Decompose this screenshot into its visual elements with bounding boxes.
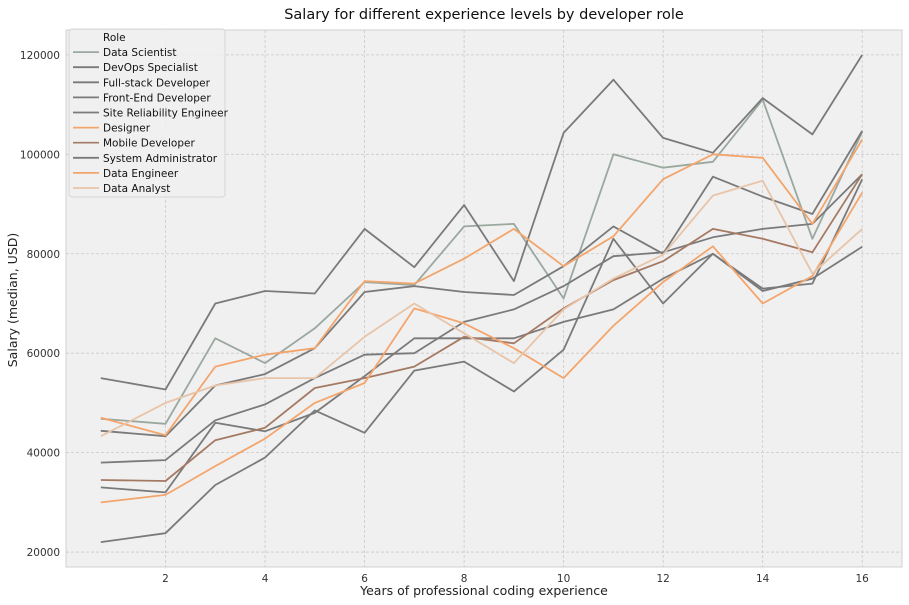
legend-entry: Full-stack Developer bbox=[103, 77, 211, 89]
y-tick-label: 80000 bbox=[27, 249, 60, 261]
y-axis-label: Salary (median, USD) bbox=[5, 233, 20, 368]
x-tick-label: 16 bbox=[856, 573, 870, 585]
legend-title: Role bbox=[103, 32, 126, 44]
x-tick-label: 4 bbox=[262, 573, 269, 585]
series-line-designer bbox=[100, 138, 863, 437]
x-tick-label: 6 bbox=[361, 573, 368, 585]
x-axis-label: Years of professional coding experience bbox=[359, 583, 608, 598]
legend-entry: Data Engineer bbox=[103, 168, 179, 180]
x-tick-label: 8 bbox=[461, 573, 468, 585]
series-line-data-analyst bbox=[100, 179, 863, 438]
x-tick-label: 10 bbox=[557, 573, 570, 585]
series-line-data-engineer bbox=[100, 192, 863, 504]
series-line-data-scientist bbox=[100, 98, 864, 425]
y-tick-label: 100000 bbox=[20, 149, 60, 161]
x-tick-label: 12 bbox=[656, 573, 669, 585]
series-line-mobile-developer bbox=[100, 173, 863, 482]
series-lines bbox=[100, 54, 864, 543]
tick-labels: 2 4 6 8 10 12 14 16 20000 40000 60000 80000 100000 12… bbox=[20, 50, 869, 585]
y-tick-label: 60000 bbox=[27, 348, 60, 360]
x-tick-label: 14 bbox=[756, 573, 770, 585]
chart-title: Salary for different experience levels b… bbox=[284, 7, 684, 23]
x-tick-label: 2 bbox=[162, 573, 169, 585]
legend-entry: Designer bbox=[103, 123, 151, 135]
legend-entry: System Administrator bbox=[103, 153, 218, 165]
legend-entry: Mobile Developer bbox=[103, 138, 195, 150]
series-line-system-administrator bbox=[100, 178, 864, 543]
legend-entry: Data Scientist bbox=[103, 47, 177, 59]
grid-lines bbox=[66, 30, 902, 567]
series-line-devops-specialist bbox=[100, 130, 863, 438]
legend-entry: Data Analyst bbox=[103, 183, 170, 195]
y-tick-label: 20000 bbox=[27, 547, 60, 559]
legend: Role Data Scientist DevOps Specialist Full-… bbox=[68, 28, 229, 198]
y-tick-label: 40000 bbox=[27, 448, 60, 460]
series-line-front-end-developer bbox=[100, 246, 863, 494]
legend-box bbox=[68, 28, 226, 198]
legend-entry: Site Reliability Engineer bbox=[103, 108, 229, 120]
legend-entry: Front-End Developer bbox=[103, 92, 211, 104]
y-tick-label: 120000 bbox=[20, 50, 60, 62]
legend-entry: DevOps Specialist bbox=[103, 62, 198, 74]
